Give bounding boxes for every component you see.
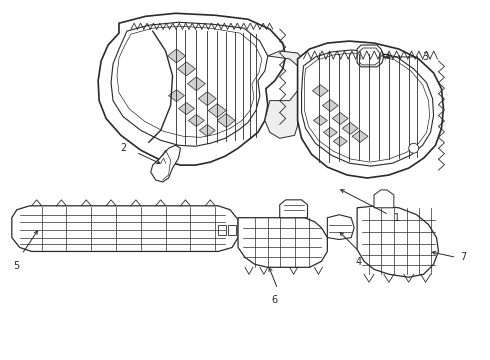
Text: 5: 5 xyxy=(14,261,20,271)
Polygon shape xyxy=(297,41,443,178)
Polygon shape xyxy=(178,103,195,114)
Polygon shape xyxy=(228,225,236,235)
Text: 1: 1 xyxy=(394,213,400,223)
Polygon shape xyxy=(332,113,348,125)
Polygon shape xyxy=(111,22,268,146)
Text: 7: 7 xyxy=(460,252,466,262)
Polygon shape xyxy=(218,225,226,235)
Polygon shape xyxy=(322,100,338,112)
Polygon shape xyxy=(301,50,434,166)
Text: 6: 6 xyxy=(272,295,278,305)
Polygon shape xyxy=(374,190,394,208)
Polygon shape xyxy=(98,13,286,165)
Polygon shape xyxy=(217,113,235,127)
Polygon shape xyxy=(352,130,368,142)
Polygon shape xyxy=(313,85,328,96)
Polygon shape xyxy=(327,215,354,239)
Polygon shape xyxy=(238,218,327,267)
Circle shape xyxy=(409,143,418,153)
Polygon shape xyxy=(198,92,216,105)
Polygon shape xyxy=(357,45,384,67)
Polygon shape xyxy=(357,206,439,277)
Polygon shape xyxy=(342,122,358,134)
Polygon shape xyxy=(199,125,215,136)
Polygon shape xyxy=(189,114,204,126)
Polygon shape xyxy=(188,77,205,91)
Polygon shape xyxy=(314,116,327,125)
Text: 4: 4 xyxy=(356,257,362,267)
Polygon shape xyxy=(333,136,347,146)
Polygon shape xyxy=(168,49,185,63)
Polygon shape xyxy=(323,127,337,137)
Polygon shape xyxy=(177,62,196,76)
Polygon shape xyxy=(265,51,302,138)
Polygon shape xyxy=(280,200,308,218)
Polygon shape xyxy=(208,104,226,117)
Polygon shape xyxy=(169,90,184,102)
Polygon shape xyxy=(12,206,238,251)
Text: 3: 3 xyxy=(422,52,429,62)
Polygon shape xyxy=(151,145,180,182)
Text: 2: 2 xyxy=(120,143,126,153)
